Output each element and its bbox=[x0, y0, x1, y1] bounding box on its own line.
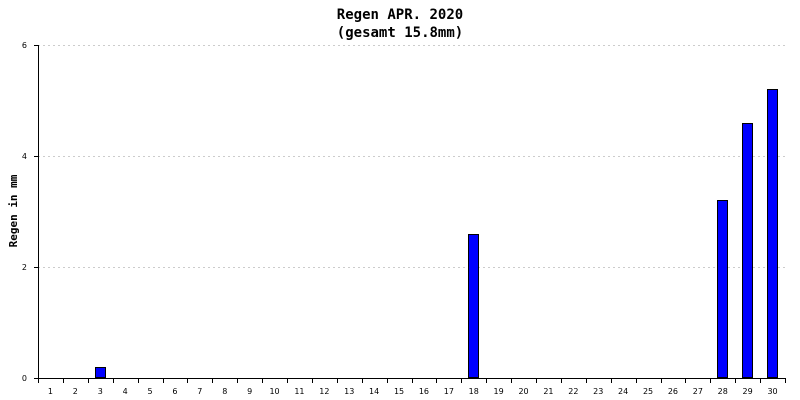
x-tick-label: 27 bbox=[693, 387, 703, 396]
bar-day-30 bbox=[767, 89, 778, 378]
x-tick-label: 11 bbox=[294, 387, 304, 396]
y-tick-label: 0 bbox=[22, 374, 27, 383]
x-tick-label: 6 bbox=[172, 387, 177, 396]
grid-lines bbox=[38, 45, 785, 268]
x-tick-label: 22 bbox=[568, 387, 578, 396]
x-tick-label: 2 bbox=[73, 387, 78, 396]
x-tick-label: 25 bbox=[643, 387, 653, 396]
x-tick-label: 15 bbox=[394, 387, 404, 396]
y-axis-label: Regen in mm bbox=[7, 174, 20, 247]
y-ticks: 0 2 4 6 bbox=[22, 41, 38, 383]
x-tick-label: 20 bbox=[518, 387, 528, 396]
y-tick-label: 6 bbox=[22, 41, 27, 50]
bars bbox=[95, 89, 778, 378]
x-tick-label: 29 bbox=[743, 387, 753, 396]
x-tick-label: 4 bbox=[123, 387, 128, 396]
x-tick-label: 8 bbox=[222, 387, 227, 396]
x-tick-label: 9 bbox=[247, 387, 252, 396]
x-ticks: 1 2 3 4 5 6 7 8 9 10 11 12 13 14 15 16 17 18 19 20 21 22 23 24 2… bbox=[38, 378, 786, 396]
bar-day-3 bbox=[95, 367, 106, 378]
bar-day-18 bbox=[468, 234, 479, 378]
chart-title: Regen APR. 2020 bbox=[337, 7, 463, 23]
x-tick-label: 17 bbox=[444, 387, 454, 396]
y-tick-label: 2 bbox=[22, 263, 27, 272]
x-tick-label: 13 bbox=[344, 387, 354, 396]
x-tick-label: 14 bbox=[369, 387, 379, 396]
x-tick-label: 10 bbox=[269, 387, 279, 396]
x-tick-label: 16 bbox=[419, 387, 429, 396]
x-tick-label: 30 bbox=[767, 387, 777, 396]
chart-subtitle: (gesamt 15.8mm) bbox=[337, 25, 463, 41]
x-tick-label: 7 bbox=[197, 387, 202, 396]
x-tick-label: 26 bbox=[668, 387, 678, 396]
x-tick-label: 28 bbox=[718, 387, 728, 396]
x-tick-label: 12 bbox=[319, 387, 329, 396]
bar-day-29 bbox=[742, 123, 753, 378]
x-tick-label: 3 bbox=[98, 387, 103, 396]
x-tick-label: 18 bbox=[469, 387, 479, 396]
bar-day-28 bbox=[717, 200, 728, 378]
x-tick-label: 5 bbox=[148, 387, 153, 396]
x-tick-label: 24 bbox=[618, 387, 628, 396]
x-tick-label: 1 bbox=[48, 387, 53, 396]
y-tick-label: 4 bbox=[22, 152, 27, 161]
axes bbox=[38, 45, 786, 379]
x-tick-label: 23 bbox=[593, 387, 603, 396]
x-tick-label: 19 bbox=[494, 387, 504, 396]
x-tick-label: 21 bbox=[543, 387, 553, 396]
